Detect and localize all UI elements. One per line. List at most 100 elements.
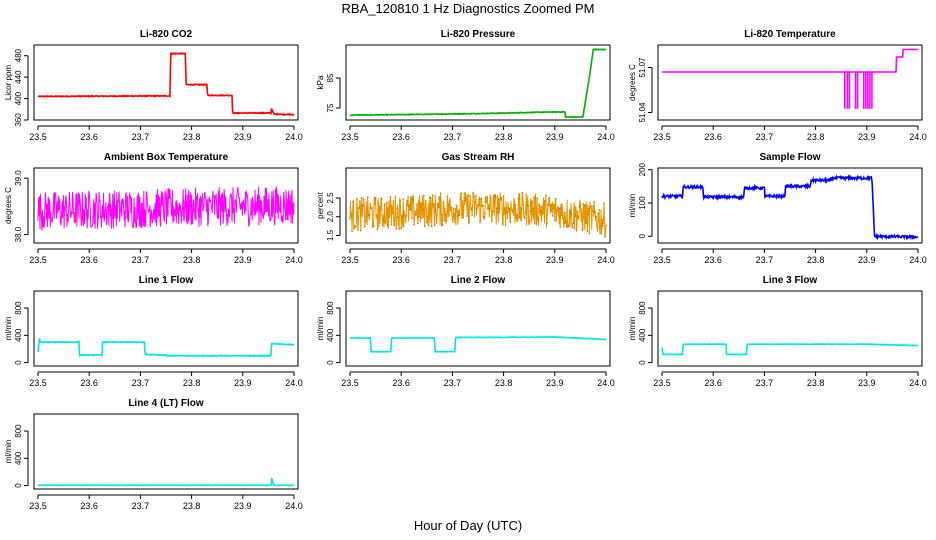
data-point — [532, 207, 534, 210]
data-point — [597, 212, 599, 215]
series-line — [349, 48, 606, 119]
data-point — [482, 204, 484, 207]
data-point — [593, 200, 595, 203]
x-tick-label: 23.5 — [653, 132, 671, 142]
data-point — [511, 211, 514, 213]
data-point — [539, 211, 541, 213]
data-point — [356, 197, 358, 200]
x-tick-label: 23.8 — [183, 255, 201, 265]
data-point — [494, 196, 497, 199]
data-point — [352, 201, 354, 203]
data-point — [370, 206, 373, 209]
y-tick-label: 400 — [638, 328, 647, 342]
data-point — [411, 217, 413, 219]
data-point — [580, 220, 583, 222]
data-point — [393, 224, 396, 227]
chart-panel-sampleflow: Sample Flow ml/min 23.5 23.6 23.7 23.8 23.9 24.… — [628, 152, 927, 265]
data-point — [462, 217, 465, 219]
figure-x-axis-label: Hour of Day (UTC) — [413, 518, 523, 533]
data-point — [380, 197, 383, 200]
data-point — [575, 229, 578, 232]
x-tick-label: 23.7 — [132, 378, 150, 388]
data-point — [388, 216, 391, 219]
plot-frame — [345, 290, 611, 367]
data-point — [443, 219, 446, 222]
y-tick-label: 400 — [14, 451, 23, 465]
data-point — [530, 202, 532, 205]
data-point — [588, 232, 591, 235]
data-point — [450, 206, 453, 209]
chart-panel-rh: Gas Stream RH percent 23.5 23.6 23.7 23.8 23.9… — [316, 152, 615, 265]
data-point — [506, 217, 509, 219]
x-tick-label: 23.8 — [183, 132, 201, 142]
data-point — [477, 203, 479, 206]
data-point — [499, 199, 502, 201]
data-point — [476, 207, 478, 210]
data-point — [480, 198, 482, 200]
data-point — [551, 210, 553, 213]
data-point — [379, 208, 382, 211]
series-line — [661, 173, 919, 241]
data-point — [377, 202, 380, 205]
data-point — [501, 223, 504, 225]
data-point — [484, 212, 486, 215]
data-point — [513, 200, 516, 203]
data-point — [531, 200, 533, 203]
data-point — [550, 203, 552, 206]
data-point — [576, 210, 579, 213]
data-point — [584, 204, 587, 206]
x-tick-label: 23.8 — [807, 255, 825, 265]
data-point — [357, 229, 359, 231]
data-point — [402, 198, 404, 200]
y-tick-label: 0 — [638, 234, 647, 239]
x-tick-label: 23.6 — [704, 132, 722, 142]
x-tick-label: 23.5 — [29, 501, 47, 511]
x-tick-label: 23.6 — [704, 255, 722, 265]
data-point — [385, 202, 388, 204]
data-point — [572, 222, 575, 224]
data-point — [396, 207, 399, 210]
data-point — [395, 227, 398, 230]
x-tick-label: 23.8 — [495, 132, 513, 142]
data-point — [359, 200, 361, 202]
data-point — [423, 194, 425, 197]
x-tick-label: 24.0 — [909, 132, 927, 142]
series-group — [37, 477, 294, 487]
data-point — [596, 226, 598, 228]
data-point — [360, 229, 362, 232]
data-point — [387, 227, 390, 229]
data-point — [545, 194, 547, 196]
data-point — [568, 209, 571, 212]
data-point — [498, 207, 501, 210]
data-point — [364, 220, 367, 222]
data-point — [425, 199, 427, 202]
data-point — [537, 217, 539, 220]
series-line — [37, 186, 295, 231]
data-point — [363, 225, 366, 228]
data-point — [351, 230, 353, 233]
x-tick-label: 23.9 — [858, 132, 876, 142]
plot-frame — [33, 290, 299, 367]
y-axis-label: percent — [316, 191, 325, 218]
data-point — [389, 196, 392, 198]
y-axis-label: ml/min — [316, 317, 325, 341]
data-point — [524, 211, 527, 214]
y-axis-label: ml/min — [4, 317, 13, 341]
chart-title: Line 4 (LT) Flow — [128, 398, 204, 409]
data-point — [441, 224, 444, 226]
data-point — [432, 203, 435, 206]
data-point — [594, 210, 596, 213]
data-point — [410, 209, 412, 212]
x-tick-label: 24.0 — [285, 501, 303, 511]
data-point — [381, 224, 384, 227]
data-point — [463, 192, 466, 195]
data-point — [488, 204, 490, 206]
data-point — [453, 213, 456, 215]
data-point — [505, 212, 508, 214]
x-tick-label: 23.7 — [444, 255, 462, 265]
data-point — [394, 196, 397, 198]
data-point — [438, 196, 441, 199]
y-axis-label: ml/min — [628, 194, 637, 218]
series-group — [37, 186, 295, 231]
chart-panel-line1: Line 1 Flow ml/min 23.5 23.6 23.7 23.8 23.9 24.… — [4, 275, 303, 388]
